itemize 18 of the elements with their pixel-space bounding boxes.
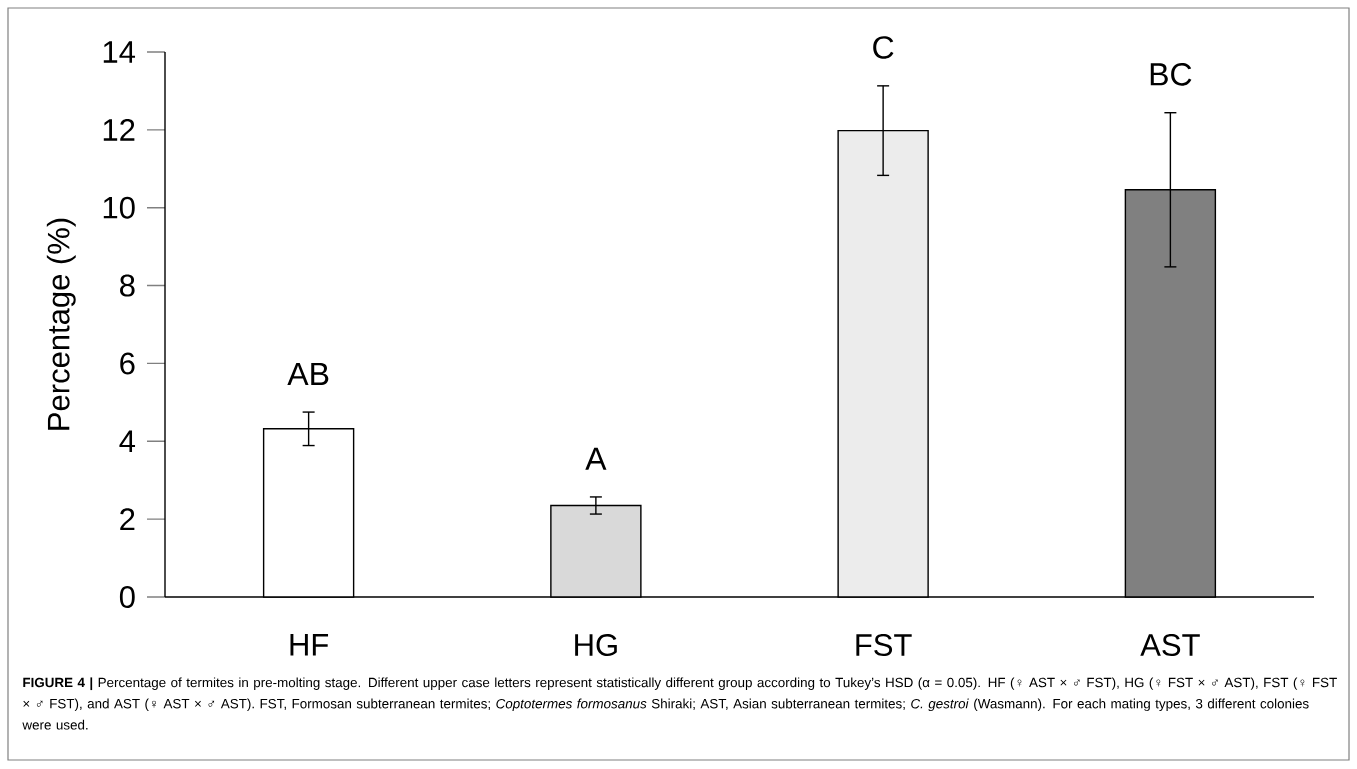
y-tick-label: 10	[103, 196, 135, 219]
y-tick-label: 14	[103, 41, 136, 63]
y-tick-label: 6	[120, 352, 135, 375]
y-axis-title: Percentage (%)	[46, 218, 76, 430]
y-tick-label: 12	[103, 119, 135, 141]
x-tick-label: FST	[856, 634, 912, 657]
annotation: C	[873, 36, 894, 59]
annotation: A	[585, 447, 607, 470]
x-tick-label: HF	[290, 634, 329, 656]
y-tick-label: 8	[120, 274, 135, 297]
annotation: BC	[1150, 63, 1192, 86]
x-tick-label: HG	[575, 634, 617, 657]
y-tick-label: 4	[119, 430, 136, 452]
text: FIGURE 4 | Percentage of termites in pre-molting stage. Different upper case letters represent statistically different group according to Tukey’s HSD (α = 0.05). HF (♀ AST × ♂ FST), HG (♀ FST × ♂ AST), FST (♀ FST × ♂ FST), and AST (♀ AST × ♂ AST). FST, Formosan subterranean termites; Coptotermes formosanus Shiraki; AST, Asian subterranean termites; C. gestroi (Wasmann). For each mating types, 3 different colonies were used.	[22, 677, 1337, 730]
x-tick-label: AST	[1140, 634, 1200, 657]
y-tick-label: 0	[119, 586, 135, 608]
annotation: AB	[287, 362, 329, 386]
y-tick-label: 2	[120, 508, 135, 530]
